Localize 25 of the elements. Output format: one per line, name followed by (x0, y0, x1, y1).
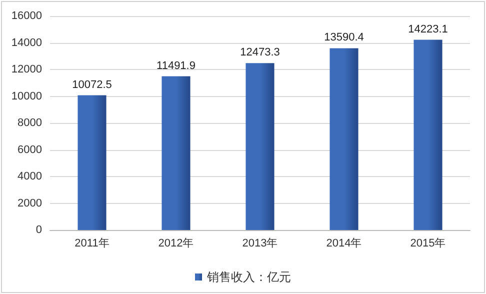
x-tick-label: 2012年 (158, 238, 194, 250)
bar (162, 76, 190, 230)
x-tick-label: 2014年 (326, 238, 362, 250)
data-label: 12473.3 (240, 46, 280, 59)
data-label: 10072.5 (72, 78, 112, 91)
y-tick-label: 12000 (11, 64, 42, 76)
data-label: 14223.1 (408, 23, 448, 36)
y-tick-label: 10000 (11, 90, 42, 102)
data-label: 11491.9 (156, 60, 196, 72)
y-tick-label: 6000 (18, 144, 42, 156)
bar (414, 40, 442, 230)
legend-label: 销售收入：亿元 (206, 270, 291, 284)
x-tick-label: 2013年 (242, 238, 278, 250)
y-tick-label: 14000 (11, 36, 42, 49)
y-tick-label: 4000 (18, 170, 42, 182)
x-tick-label: 2015年 (410, 238, 446, 250)
bar (78, 95, 106, 230)
bar (330, 48, 358, 230)
x-tick-label: 2011年 (74, 238, 110, 250)
data-label: 13590.4 (324, 32, 364, 44)
y-tick-label: 16000 (11, 10, 42, 22)
bar (246, 63, 274, 230)
y-tick-label: 8000 (18, 117, 42, 129)
y-tick-label: 0 (36, 224, 42, 236)
y-tick-label: 2000 (18, 197, 42, 210)
